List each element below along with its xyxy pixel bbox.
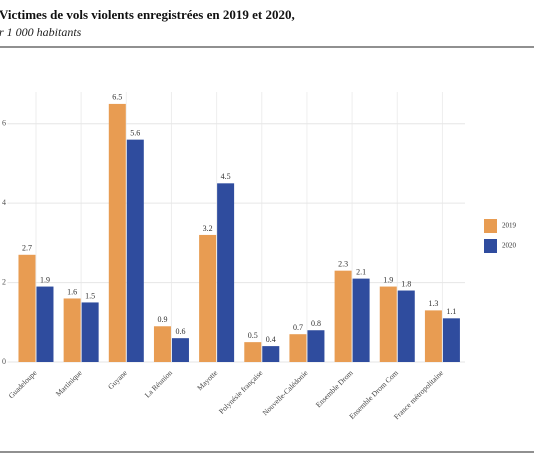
x-tick-label: Martinique	[54, 368, 84, 398]
bar	[63, 298, 81, 362]
bar	[217, 183, 235, 362]
value-label: 0.9	[157, 315, 167, 324]
bar	[424, 310, 442, 362]
value-label: 0.7	[293, 323, 303, 332]
bar	[289, 334, 307, 362]
value-label: 1.3	[428, 299, 438, 308]
x-tick-label: Guyane	[106, 368, 129, 391]
bar	[352, 278, 370, 362]
y-tick-label: 2	[2, 277, 6, 286]
value-label: 0.5	[248, 331, 258, 340]
value-label: 2.7	[22, 244, 32, 253]
value-label: 0.6	[175, 327, 185, 336]
value-label: 4.5	[221, 172, 231, 181]
legend-label: 2020	[502, 242, 517, 250]
y-tick-label: 6	[2, 119, 6, 128]
value-label: 3.2	[203, 224, 213, 233]
bar	[81, 302, 99, 362]
legend-swatch	[484, 239, 497, 253]
value-label: 1.8	[401, 279, 411, 288]
legend-label: 2019	[502, 222, 517, 230]
y-tick-label: 4	[2, 198, 6, 207]
value-label: 5.6	[130, 128, 140, 137]
value-label: 0.4	[266, 335, 276, 344]
value-label: 1.6	[67, 287, 77, 296]
bar	[379, 286, 397, 362]
value-label: 2.3	[338, 260, 348, 269]
x-tick-label: Guadeloupe	[7, 368, 39, 400]
bar	[397, 290, 415, 362]
legend-swatch	[484, 219, 497, 233]
bar	[262, 346, 280, 362]
bar	[307, 330, 325, 362]
bar	[153, 326, 171, 362]
bar	[171, 338, 189, 362]
bar	[18, 254, 36, 362]
chart-subtitle: r 1 000 habitants	[0, 25, 82, 39]
bar	[199, 234, 217, 362]
value-label: 1.1	[446, 307, 456, 316]
x-tick-label: Mayotte	[195, 368, 220, 393]
x-tick-label: La Réunion	[143, 368, 174, 399]
x-tick-label: Nouvelle-Calédonie	[260, 368, 310, 418]
bar	[36, 286, 54, 362]
x-tick-label: Ensemble Drom Com	[347, 368, 400, 421]
bar	[334, 270, 352, 362]
bar	[108, 103, 126, 362]
value-label: 2.1	[356, 267, 366, 276]
bar	[442, 318, 460, 362]
bar	[244, 342, 262, 362]
x-tick-label: Ensemble Drom	[314, 368, 355, 409]
x-tick-label: Polynésie française	[217, 368, 265, 416]
bar	[126, 139, 144, 362]
value-label: 1.9	[383, 275, 393, 284]
value-label: 1.5	[85, 291, 95, 300]
value-label: 0.8	[311, 319, 321, 328]
value-label: 1.9	[40, 275, 50, 284]
x-tick-label: France métropolitaine	[392, 368, 446, 422]
chart-title: Victimes de vols violents enregistrées e…	[0, 7, 295, 22]
value-label: 6.5	[112, 93, 122, 102]
y-tick-label: 0	[2, 357, 6, 366]
